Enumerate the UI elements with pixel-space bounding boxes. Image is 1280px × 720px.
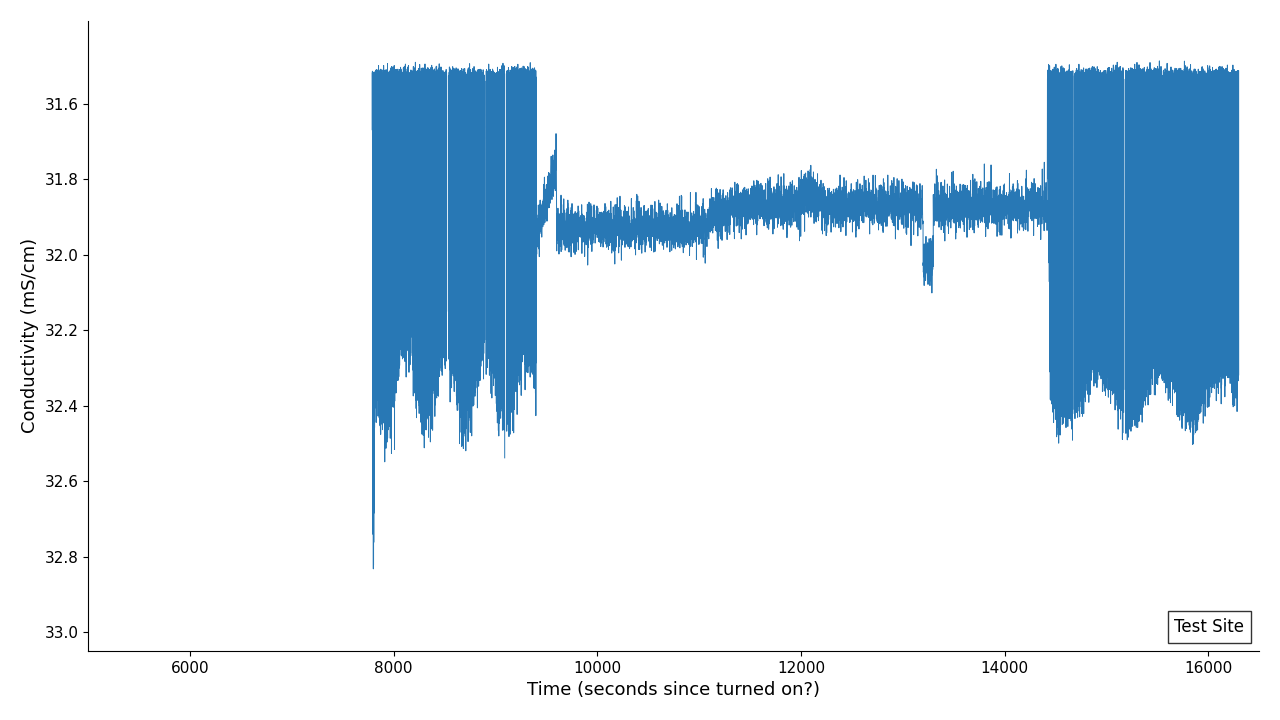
Legend: Test Site: Test Site bbox=[1167, 611, 1251, 642]
Y-axis label: Conductivity (mS/cm): Conductivity (mS/cm) bbox=[20, 238, 38, 433]
X-axis label: Time (seconds since turned on?): Time (seconds since turned on?) bbox=[527, 681, 820, 699]
